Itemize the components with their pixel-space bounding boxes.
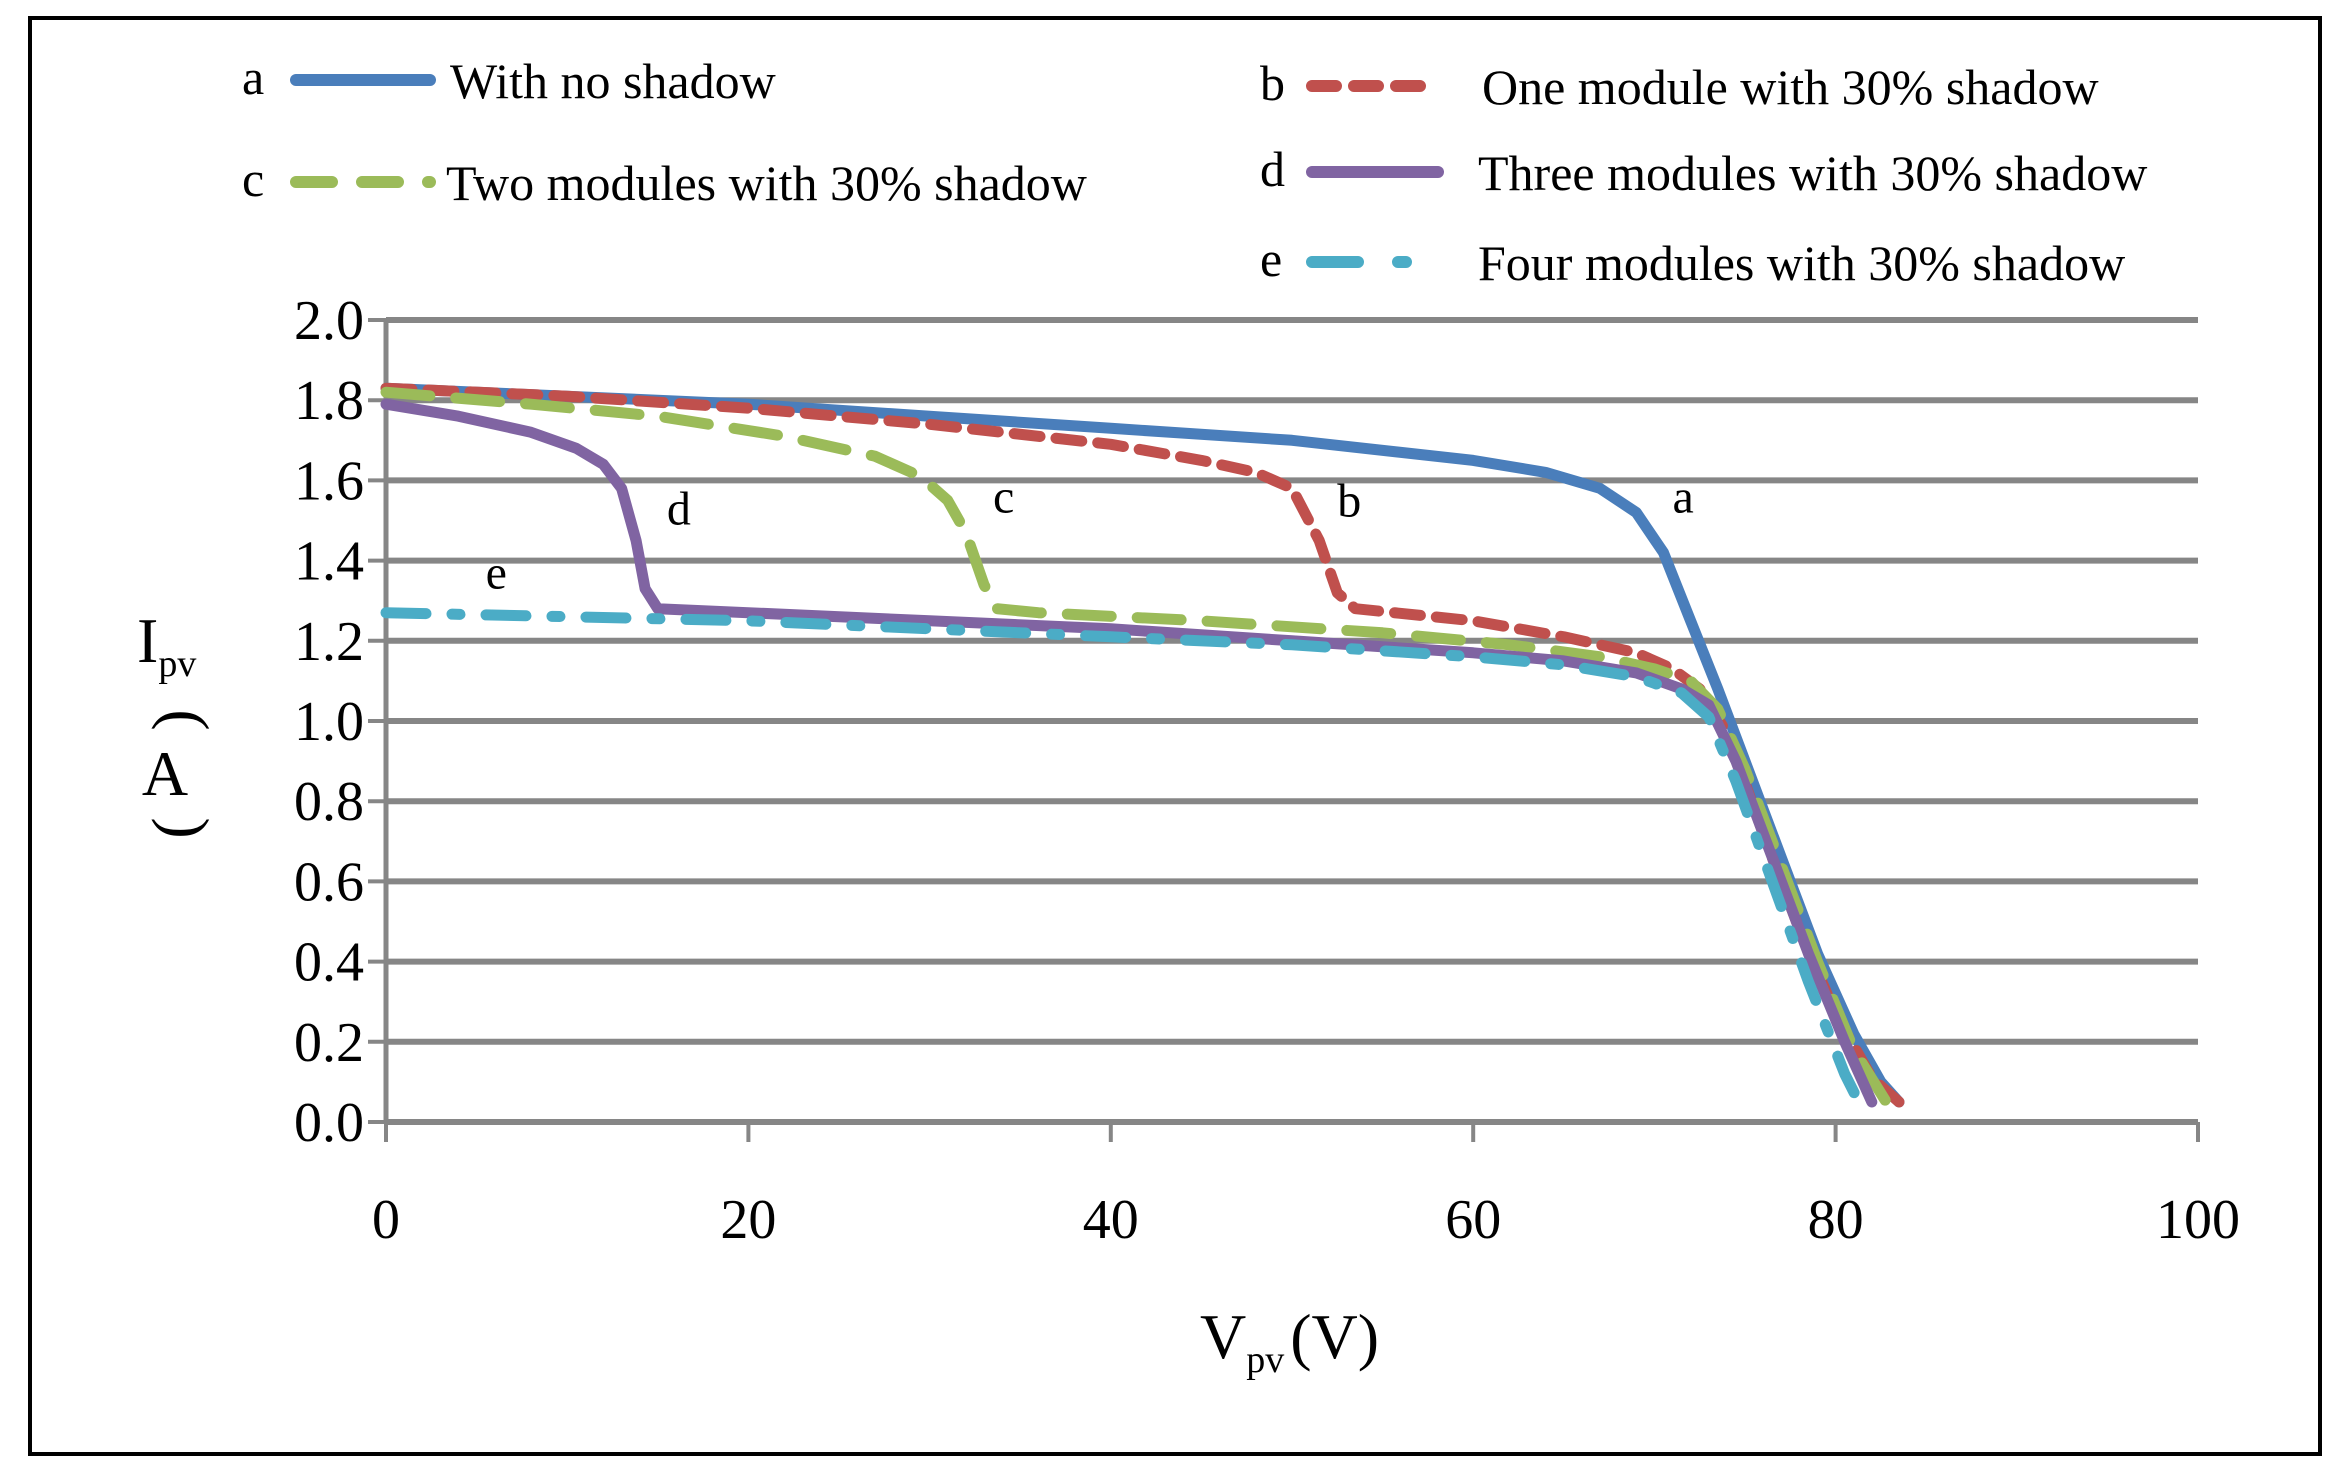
legend-label: Four modules with 30% shadow: [1478, 235, 2125, 291]
y-tick-label: 1.8: [294, 370, 364, 432]
x-tick-label: 20: [720, 1189, 776, 1251]
legend-letter: a: [242, 49, 264, 105]
y-tick-label: 0.6: [294, 851, 364, 913]
figure-border: [28, 16, 2322, 1456]
axis-titles: Vpv(V) Ipv ( A ): [137, 605, 1379, 1381]
y-tick-label: 2.0: [294, 290, 364, 352]
legend-label: One module with 30% shadow: [1482, 59, 2099, 115]
legend-entry-e: e Four modules with 30% shadow: [1260, 231, 2125, 291]
y-tick-label: 0.8: [294, 771, 364, 833]
series-line-c: [380, 386, 1892, 1108]
x-axis-title: Vpv(V): [1200, 1301, 1379, 1381]
y-tick-label: 0.4: [294, 932, 364, 994]
legend-entry-b: b One module with 30% shadow: [1260, 55, 2099, 115]
curve-label-a: a: [1673, 470, 1694, 523]
legend-letter: c: [242, 151, 264, 207]
legend: a With no shadow b One module with 30% shad…: [242, 49, 2147, 291]
x-axis-title-unit: (V): [1290, 1301, 1379, 1372]
y-axis-unit-close-paren: ): [151, 817, 222, 838]
x-tick-label: 0: [372, 1189, 400, 1251]
x-tick-label: 80: [1808, 1189, 1864, 1251]
x-tick-label: 100: [2156, 1189, 2240, 1251]
legend-letter: b: [1260, 55, 1285, 111]
legend-entry-a: a With no shadow: [242, 49, 776, 109]
curve-labels: a b c d e: [486, 470, 1694, 599]
x-tick-label: 60: [1445, 1189, 1501, 1251]
y-axis-title: Ipv: [137, 605, 196, 685]
legend-label: Two modules with 30% shadow: [446, 155, 1087, 211]
curve-label-c: c: [993, 470, 1014, 523]
x-axis-title-main: V: [1200, 1301, 1246, 1372]
legend-label: Three modules with 30% shadow: [1478, 145, 2147, 201]
y-axis-unit-open-paren: (: [151, 709, 222, 730]
y-axis-title-sub: pv: [158, 643, 196, 685]
curve-label-b: b: [1337, 474, 1361, 527]
y-tick-label: 0.2: [294, 1012, 364, 1074]
y-tick-label: 1.4: [294, 531, 364, 593]
curve-label-d: d: [667, 483, 691, 536]
legend-entry-c: c Two modules with 30% shadow: [242, 151, 1087, 211]
x-tick-label: 40: [1083, 1189, 1139, 1251]
legend-letter: d: [1260, 141, 1285, 197]
y-tick-label: 1.2: [294, 611, 364, 673]
legend-letter: e: [1260, 231, 1282, 287]
y-axis-title-main: I: [137, 605, 158, 676]
x-axis-title-sub: pv: [1246, 1339, 1284, 1381]
curve-label-e: e: [486, 547, 507, 600]
series-lines: [380, 382, 1905, 1116]
legend-label: With no shadow: [450, 53, 776, 109]
y-tick-label: 1.6: [294, 450, 364, 512]
y-axis-unit: A: [142, 738, 188, 809]
y-tick-label: 1.0: [294, 691, 364, 753]
legend-entry-d: d Three modules with 30% shadow: [1260, 141, 2147, 201]
series-line-e: [380, 607, 1869, 1116]
series-line-d: [380, 398, 1878, 1108]
axes: 0.0 0.2 0.4 0.6 0.8 1.0 1.2 1.4 1.6 1.8 2.0 0 20 40 60…: [294, 290, 2240, 1251]
y-tick-label: 0.0: [294, 1092, 364, 1154]
